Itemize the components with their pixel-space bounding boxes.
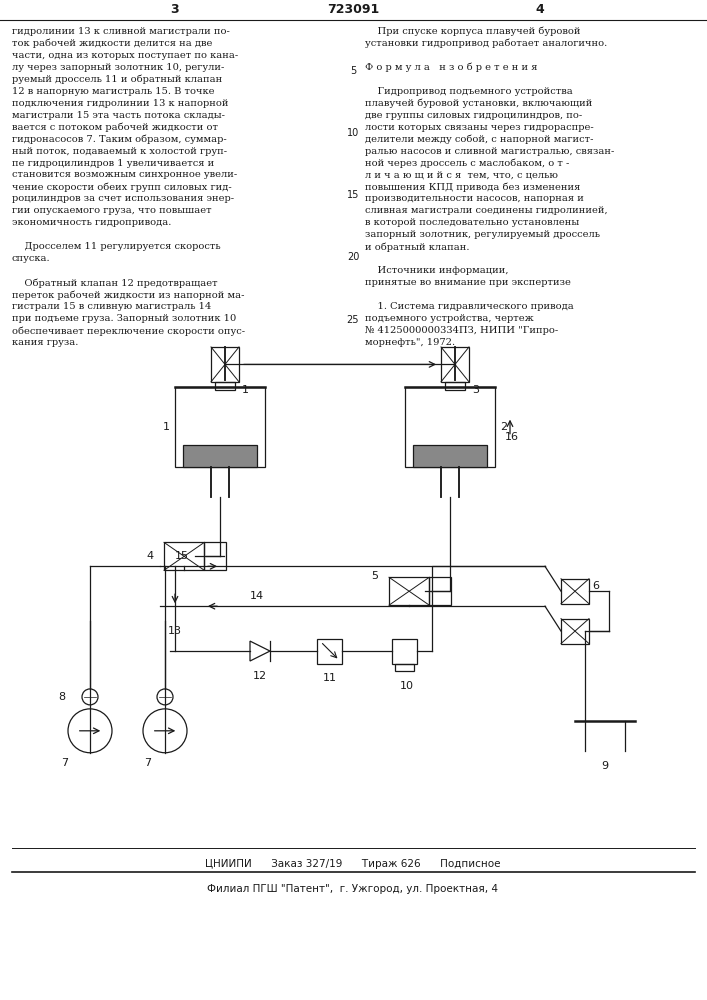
Text: гидронасосов 7. Таким образом, суммар-: гидронасосов 7. Таким образом, суммар- [12,135,227,144]
Text: ток рабочей жидкости делится на две: ток рабочей жидкости делится на две [12,39,212,48]
Text: Филиал ПГШ "Патент",  г. Ужгород, ул. Проектная, 4: Филиал ПГШ "Патент", г. Ужгород, ул. Про… [207,884,498,894]
Text: 1: 1 [163,422,170,432]
Text: Ф о р м у л а   н з о б р е т е н и я: Ф о р м у л а н з о б р е т е н и я [365,63,537,72]
Bar [441,347,469,382]
Bar [183,445,257,467]
Text: повышения КПД привода без изменения: повышения КПД привода без изменения [365,182,580,192]
Text: пе гидроцилиндров 1 увеличивается и: пе гидроцилиндров 1 увеличивается и [12,159,214,168]
Bar [175,387,265,467]
Bar [413,445,487,467]
Text: 8: 8 [58,692,65,702]
Text: экономичность гидропривода.: экономичность гидропривода. [12,218,171,227]
Text: ЦНИИПИ      Заказ 327/19      Тираж 626      Подписное: ЦНИИПИ Заказ 327/19 Тираж 626 Подписное [205,859,501,869]
Text: при подъеме груза. Запорный золотник 10: при подъеме груза. Запорный золотник 10 [12,314,236,323]
Text: переток рабочей жидкости из напорной ма-: переток рабочей жидкости из напорной ма- [12,290,245,300]
Bar [392,639,418,664]
Text: л и ч а ю щ и й с я  тем, что, с целью: л и ч а ю щ и й с я тем, что, с целью [365,170,558,179]
Bar [405,387,495,467]
Text: обеспечивает переключение скорости опус-: обеспечивает переключение скорости опус- [12,326,245,336]
Text: кания груза.: кания груза. [12,338,78,347]
Text: и обратный клапан.: и обратный клапан. [365,242,469,252]
Text: 1. Система гидравлического привода: 1. Система гидравлического привода [365,302,574,311]
Text: 4: 4 [536,3,544,16]
Text: плавучей буровой установки, включающий: плавучей буровой установки, включающий [365,99,592,108]
Text: производительности насосов, напорная и: производительности насосов, напорная и [365,194,584,203]
Text: принятые во внимание при экспертизе: принятые во внимание при экспертизе [365,278,571,287]
Text: 7: 7 [62,758,69,768]
Text: 15: 15 [175,551,189,561]
Text: роцилиндров за счет использования энер-: роцилиндров за счет использования энер- [12,194,234,203]
Text: гидролинии 13 к сливной магистрали по-: гидролинии 13 к сливной магистрали по- [12,27,230,36]
Text: 5: 5 [350,66,356,76]
Text: 4: 4 [146,551,153,561]
Text: морнефть", 1972.: морнефть", 1972. [365,338,455,347]
Text: № 4125000000334ПЗ, НИПИ "Гипро-: № 4125000000334ПЗ, НИПИ "Гипро- [365,326,559,335]
Text: установки гидропривод работает аналогично.: установки гидропривод работает аналогичн… [365,39,607,48]
Text: 1: 1 [242,385,249,395]
Bar [561,619,589,644]
Text: 25: 25 [346,315,359,325]
Text: 7: 7 [144,758,151,768]
Bar [389,577,429,605]
Bar [395,664,414,671]
Text: 2: 2 [500,422,507,432]
Text: 723091: 723091 [327,3,379,16]
Text: ралью насосов и сливной магистралью, связан-: ралью насосов и сливной магистралью, свя… [365,147,614,156]
Text: в которой последовательно установлены: в которой последовательно установлены [365,218,579,227]
Bar [561,579,589,604]
Text: 9: 9 [602,761,609,771]
Text: спуска.: спуска. [12,254,51,263]
Text: делители между собой, с напорной магист-: делители между собой, с напорной магист- [365,135,593,144]
Text: запорный золотник, регулируемый дроссель: запорный золотник, регулируемый дроссель [365,230,600,239]
Text: лости которых связаны через гидрораспре-: лости которых связаны через гидрораспре- [365,123,594,132]
Bar [204,542,226,570]
Text: 13: 13 [168,626,182,636]
Text: 3: 3 [472,385,479,395]
Text: 15: 15 [347,190,359,200]
Text: Источники информации,: Источники информации, [365,266,508,275]
Text: 12 в напорную магистраль 15. В точке: 12 в напорную магистраль 15. В точке [12,87,214,96]
Text: становится возможным синхронное увели-: становится возможным синхронное увели- [12,170,238,179]
Text: 16: 16 [505,432,519,442]
Text: ной через дроссель с маслобаком, о т -: ной через дроссель с маслобаком, о т - [365,159,569,168]
Text: 10: 10 [347,128,359,138]
Text: лу через запорный золотник 10, регули-: лу через запорный золотник 10, регули- [12,63,224,72]
Text: подключения гидролинии 13 к напорной: подключения гидролинии 13 к напорной [12,99,228,108]
Text: гистрали 15 в сливную магистраль 14: гистрали 15 в сливную магистраль 14 [12,302,211,311]
Text: руемый дроссель 11 и обратный клапан: руемый дроссель 11 и обратный клапан [12,75,222,84]
Text: 20: 20 [347,252,359,262]
Text: вается с потоком рабочей жидкости от: вается с потоком рабочей жидкости от [12,123,218,132]
Bar [164,542,204,570]
Text: 10: 10 [400,681,414,691]
Text: ный поток, подаваемый к холостой груп-: ный поток, подаваемый к холостой груп- [12,147,227,156]
Text: гии опускаемого груза, что повышает: гии опускаемого груза, что повышает [12,206,211,215]
Text: сливная магистрали соединены гидролинией,: сливная магистрали соединены гидролинией… [365,206,607,215]
Text: 3: 3 [170,3,180,16]
Text: чение скорости обеих групп силовых гид-: чение скорости обеих групп силовых гид- [12,182,232,192]
Text: 5: 5 [371,571,378,581]
Text: магистрали 15 эта часть потока склады-: магистрали 15 эта часть потока склады- [12,111,225,120]
Bar [317,639,342,664]
Text: части, одна из которых поступает по кана-: части, одна из которых поступает по кана… [12,51,238,60]
Bar [215,382,235,390]
Text: Гидропривод подъемного устройства: Гидропривод подъемного устройства [365,87,573,96]
Text: 6: 6 [592,581,599,591]
Text: 11: 11 [323,673,337,683]
Text: 12: 12 [253,671,267,681]
Text: подъемного устройства, чертеж: подъемного устройства, чертеж [365,314,534,323]
Text: Дросселем 11 регулируется скорость: Дросселем 11 регулируется скорость [12,242,221,251]
Text: Обратный клапан 12 предотвращает: Обратный клапан 12 предотвращает [12,278,218,288]
Bar [445,382,465,390]
Text: При спуске корпуса плавучей буровой: При спуске корпуса плавучей буровой [365,27,580,36]
Text: 14: 14 [250,591,264,601]
Bar [429,577,451,605]
Text: две группы силовых гидроцилиндров, по-: две группы силовых гидроцилиндров, по- [365,111,583,120]
Bar [211,347,239,382]
